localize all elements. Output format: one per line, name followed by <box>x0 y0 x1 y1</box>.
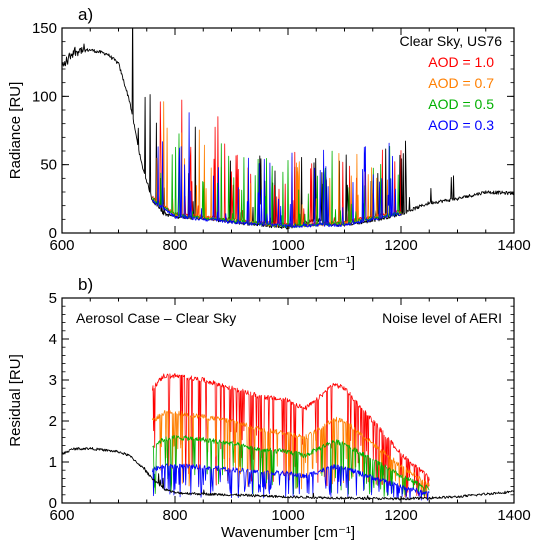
y-tick-label: 50 <box>40 157 57 174</box>
y-axis-label: Radiance [RU] <box>7 82 24 180</box>
panel-label: b) <box>78 275 93 294</box>
series-group <box>62 374 514 501</box>
legend-entry: AOD = 0.3 <box>428 117 494 133</box>
x-tick-label: 1200 <box>384 237 417 254</box>
legend-title: Clear Sky, US76 <box>400 33 503 49</box>
annotation-noise-level: Noise level of AERI <box>382 310 502 326</box>
x-axis-label: Wavenumber [cm⁻¹] <box>221 524 355 541</box>
x-tick-label: 800 <box>162 237 187 254</box>
y-tick-label: 3 <box>49 372 57 389</box>
y-tick-label: 1 <box>49 454 57 471</box>
y-tick-label: 0 <box>49 495 57 512</box>
x-tick-label: 1000 <box>271 507 304 524</box>
y-tick-label: 2 <box>49 413 57 430</box>
x-tick-label: 1400 <box>497 237 530 254</box>
legend-entry: AOD = 1.0 <box>428 54 494 70</box>
panel-label: a) <box>78 5 93 24</box>
x-tick-label: 1000 <box>271 237 304 254</box>
x-tick-label: 800 <box>162 507 187 524</box>
x-tick-label: 1400 <box>497 507 530 524</box>
y-axis-label: Residual [RU] <box>7 354 24 447</box>
y-tick-label: 0 <box>49 225 57 242</box>
y-tick-label: 4 <box>49 331 57 348</box>
annotation-aerosol-case: Aerosol Case – Clear Sky <box>76 310 236 326</box>
x-axis-label: Wavenumber [cm⁻¹] <box>221 254 355 271</box>
legend-entry: AOD = 0.7 <box>428 75 494 91</box>
legend-entry: AOD = 0.5 <box>428 96 494 112</box>
y-tick-label: 150 <box>32 20 57 37</box>
y-tick-label: 5 <box>49 290 57 307</box>
x-tick-label: 1200 <box>384 507 417 524</box>
y-tick-label: 100 <box>32 88 57 105</box>
